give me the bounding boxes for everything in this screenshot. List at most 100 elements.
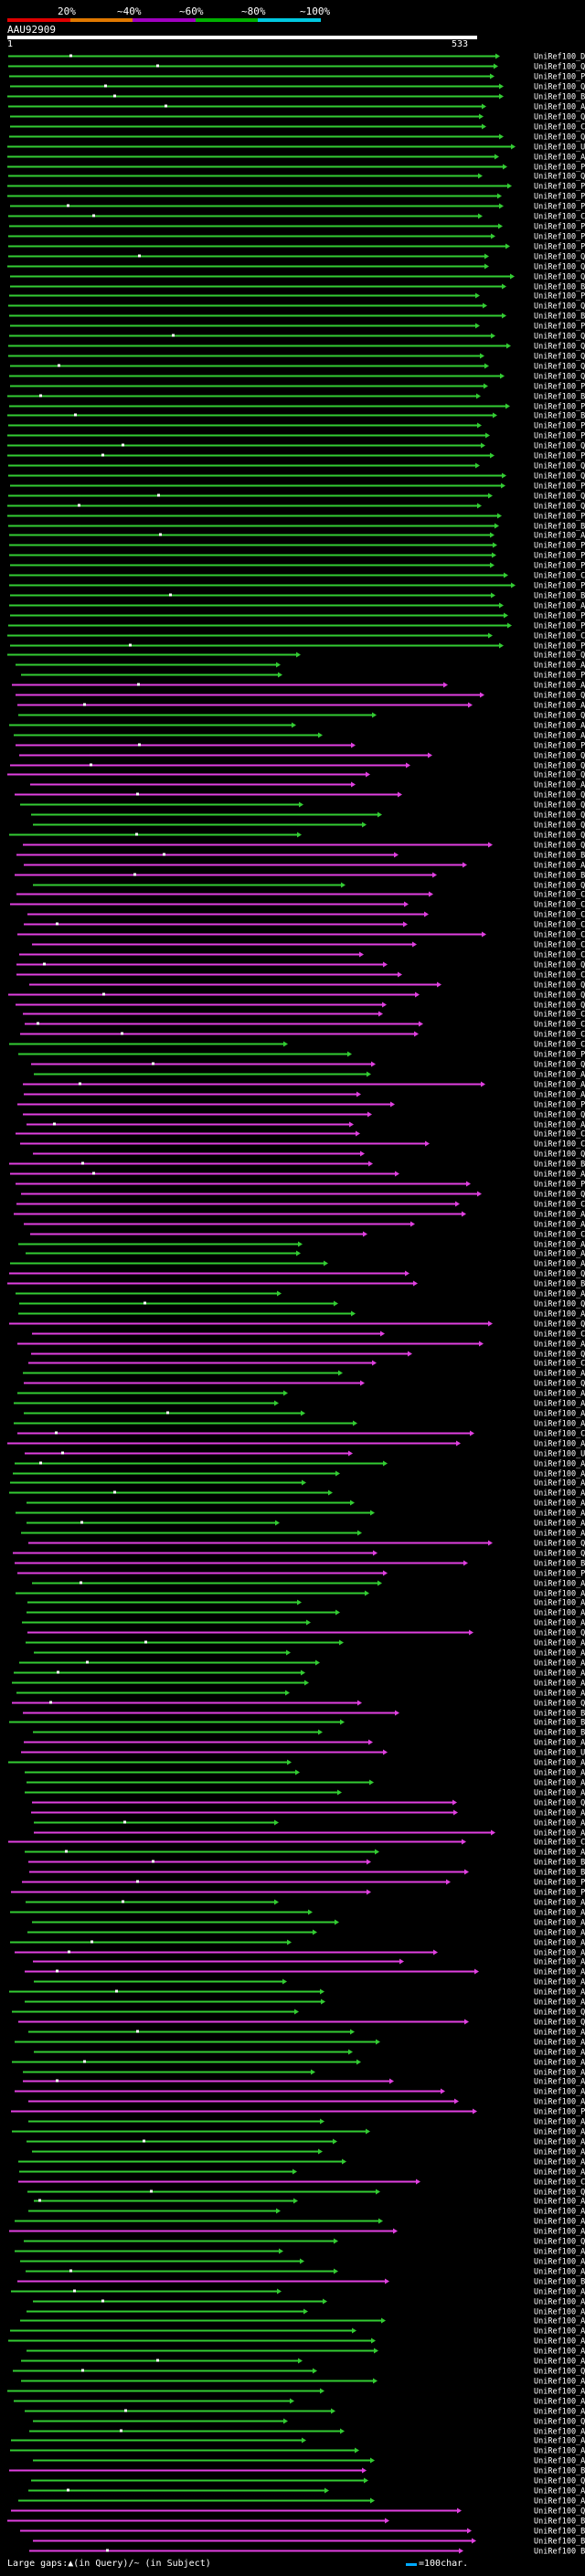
hit-label[interactable]: UniRef100_A7J2T9 bbox=[534, 1520, 585, 1529]
hit-row[interactable]: UniRef100_P06819 bbox=[17, 1570, 585, 1579]
hit-label[interactable]: UniRef100_A7J2M9 bbox=[534, 1310, 585, 1320]
hit-label[interactable]: UniRef100_P21681 bbox=[534, 292, 585, 302]
hit-label[interactable]: UniRef100_A7J2S4 bbox=[534, 1929, 585, 1938]
hit-label[interactable]: UniRef100_P27968 bbox=[534, 403, 585, 412]
hit-label[interactable]: UniRef100_A7J2Q6 bbox=[534, 2308, 585, 2317]
hit-row[interactable]: UniRef100_Q5E240 bbox=[13, 2368, 585, 2377]
hit-row[interactable]: UniRef100_B8BB60 bbox=[10, 283, 585, 292]
hit-label[interactable]: UniRef100_Q9MUE2 bbox=[534, 343, 585, 352]
hit-label[interactable]: UniRef100_A6RPD6 bbox=[534, 1958, 585, 1967]
hit-label[interactable]: UniRef100_Q8MKK9 bbox=[534, 1191, 585, 1200]
hit-label[interactable]: UniRef100_A7J2U1 bbox=[534, 1899, 585, 1908]
hit-label[interactable]: UniRef100_Q0Q967 bbox=[534, 882, 585, 891]
hit-row[interactable]: UniRef100_Q9SXR7 bbox=[9, 133, 585, 143]
hit-row[interactable]: UniRef100_Q5E246 bbox=[16, 692, 585, 701]
hit-label[interactable]: UniRef100_P27783 bbox=[534, 243, 585, 252]
hit-label[interactable]: UniRef100_A7J2U4 bbox=[534, 2258, 585, 2267]
hit-label[interactable]: UniRef100_A7J2L5 bbox=[534, 1939, 585, 1948]
hit-label[interactable]: UniRef100_A7J2Q3 bbox=[534, 1988, 585, 1998]
hit-label[interactable]: UniRef100_B5U1B2 bbox=[534, 2528, 585, 2537]
hit-row[interactable]: UniRef100_A7J2T7 bbox=[12, 1680, 585, 1689]
hit-row[interactable]: UniRef100_Q5E241 bbox=[10, 762, 585, 771]
hit-row[interactable]: UniRef100_P39867 bbox=[10, 612, 585, 621]
hit-label[interactable]: UniRef100_A7J2M3 bbox=[534, 1250, 585, 1259]
hit-row[interactable]: UniRef100_C1G0K2 bbox=[27, 911, 585, 920]
hit-row[interactable]: UniRef100_Q0QGE2 bbox=[12, 2009, 585, 2018]
hit-label[interactable]: UniRef100_C1MXK2 bbox=[534, 891, 585, 900]
hit-row[interactable]: UniRef100_A2QRQ2 bbox=[28, 2098, 585, 2107]
hit-row[interactable]: UniRef100_A7J2J4 bbox=[14, 2398, 585, 2407]
hit-label[interactable]: UniRef100_Q9SVR0 bbox=[534, 462, 585, 472]
hit-row[interactable]: UniRef100_C5Q1K8 bbox=[17, 931, 585, 940]
hit-label[interactable]: UniRef100_Q5E219 bbox=[534, 2477, 585, 2486]
hit-row[interactable]: UniRef100_A7J2S2 bbox=[27, 1121, 585, 1130]
hit-row[interactable]: UniRef100_Q8SS37 bbox=[9, 1320, 585, 1330]
hit-label[interactable]: UniRef100_A7J2N5 bbox=[534, 2298, 585, 2307]
hit-row[interactable]: UniRef100_A7J2K3 bbox=[19, 2168, 585, 2178]
hit-label[interactable]: UniRef100_C0NLJ4 bbox=[534, 1360, 585, 1369]
hit-row[interactable]: UniRef100_Q9SVR0 bbox=[8, 462, 585, 472]
hit-label[interactable]: UniRef100_C1EN0G bbox=[534, 1021, 585, 1030]
hit-row[interactable]: UniRef100_A7J2L3 bbox=[24, 1410, 585, 1419]
hit-row[interactable]: UniRef100_C4H9S2 bbox=[24, 921, 585, 930]
hit-row[interactable]: UniRef100_P17570 bbox=[10, 323, 585, 332]
hit-label[interactable]: UniRef100_A7J2P3 bbox=[534, 1370, 585, 1379]
hit-label[interactable]: UniRef100_A7J2M1 bbox=[534, 1599, 585, 1608]
hit-label[interactable]: UniRef100_A7J2L4 bbox=[534, 2358, 585, 2367]
hit-row[interactable]: UniRef100_A7J2N6 bbox=[27, 2138, 585, 2147]
hit-row[interactable]: UniRef100_Q5E247 bbox=[7, 771, 585, 780]
hit-row[interactable]: UniRef100_Q7ZVS0 bbox=[33, 1150, 585, 1160]
hit-label[interactable]: UniRef100_Q6ZMH7 bbox=[534, 83, 585, 92]
hit-label[interactable]: UniRef100_B8NG07 bbox=[534, 1710, 585, 1719]
hit-label[interactable]: UniRef100_C1E9A9 bbox=[534, 1011, 585, 1020]
hit-row[interactable]: UniRef100_A7J2V0 bbox=[11, 2288, 585, 2297]
hit-label[interactable]: UniRef100_A0AU24 bbox=[534, 1081, 585, 1090]
hit-label[interactable]: UniRef100_B5U1B6 bbox=[534, 2548, 585, 2556]
hit-label[interactable]: UniRef100_A9MLW3 bbox=[534, 732, 585, 741]
hit-label[interactable]: UniRef100_C5FNV6 bbox=[534, 1430, 585, 1439]
hit-label[interactable]: UniRef100_P11157 bbox=[534, 383, 585, 392]
hit-row[interactable]: UniRef100_A7J2V1 bbox=[9, 1489, 585, 1499]
hit-label[interactable]: UniRef100_A7J2N6 bbox=[534, 2337, 585, 2347]
hit-row[interactable]: UniRef100_A0EBH3 bbox=[17, 1341, 585, 1350]
hit-row[interactable]: UniRef100_A7J2U3 bbox=[12, 2128, 585, 2137]
hit-label[interactable]: UniRef100_Q43042 bbox=[534, 503, 585, 512]
hit-row[interactable]: UniRef100_Q9HU77 bbox=[8, 493, 585, 502]
hit-label[interactable]: UniRef100_P39866 bbox=[534, 432, 585, 441]
hit-label[interactable]: UniRef100_A7J2K9 bbox=[534, 2388, 585, 2397]
hit-row[interactable]: UniRef100_A7J2U8 bbox=[34, 1071, 585, 1080]
hit-row[interactable]: UniRef100_A7J2K1 bbox=[23, 2069, 585, 2078]
hit-label[interactable]: UniRef100_C1H928 bbox=[534, 971, 585, 981]
hit-label[interactable]: UniRef100_Q9HU77 bbox=[534, 493, 585, 502]
hit-label[interactable]: UniRef100_Q8LT13 bbox=[534, 263, 585, 272]
hit-label[interactable]: UniRef100_P27369 bbox=[534, 183, 585, 192]
hit-label[interactable]: UniRef100_A7J2V0 bbox=[534, 2288, 585, 2297]
hit-row[interactable]: UniRef100_A7J2Q4 bbox=[16, 1290, 585, 1299]
hit-row[interactable]: UniRef100_Q41288 bbox=[9, 373, 585, 382]
hit-row[interactable]: UniRef100_Q5U1V6 bbox=[27, 2189, 585, 2198]
hit-row[interactable]: UniRef100_A8S9L0 bbox=[9, 602, 585, 611]
hit-row[interactable]: UniRef100_P18233 bbox=[9, 542, 585, 551]
hit-row[interactable]: UniRef100_Q94C76 bbox=[9, 333, 585, 342]
hit-label[interactable]: UniRef100_P49102 bbox=[534, 672, 585, 681]
hit-label[interactable]: UniRef100_C5JC42 bbox=[534, 1231, 585, 1240]
hit-label[interactable]: UniRef100_UP1000... bbox=[534, 143, 585, 153]
hit-row[interactable]: UniRef100_A7J2K8 bbox=[34, 1978, 585, 1988]
hit-row[interactable]: UniRef100_A7J2P1 bbox=[23, 2078, 585, 2087]
hit-label[interactable]: UniRef100_P39868 bbox=[534, 513, 585, 522]
hit-row[interactable]: UniRef100_A7J2V5 bbox=[28, 2118, 585, 2127]
hit-row[interactable]: UniRef100_C5PJ79 bbox=[20, 1031, 585, 1040]
hit-label[interactable]: UniRef100_A7J2U9 bbox=[534, 1919, 585, 1928]
hit-row[interactable]: UniRef100_Q8U259 bbox=[23, 1111, 585, 1120]
hit-label[interactable]: UniRef100_B8BB19 bbox=[534, 592, 585, 601]
hit-label[interactable]: UniRef100_A7J2N0 bbox=[534, 2348, 585, 2357]
hit-row[interactable]: UniRef100_A7J2S1 bbox=[16, 1690, 585, 1699]
hit-row[interactable]: UniRef100_A7J2V4 bbox=[34, 2198, 585, 2207]
hit-row[interactable]: UniRef100_P11605 bbox=[7, 193, 585, 202]
hit-label[interactable]: UniRef100_A1CPM9 bbox=[534, 1968, 585, 1977]
hit-label[interactable]: UniRef100_A9P3B4 bbox=[534, 862, 585, 871]
hit-row[interactable]: UniRef100_A7J2Q6 bbox=[27, 2308, 585, 2317]
hit-label[interactable]: UniRef100_P39865 bbox=[534, 642, 585, 652]
hit-label[interactable]: UniRef100_A7J2J5 bbox=[534, 1849, 585, 1858]
hit-label[interactable]: UniRef100_B5U1E7 bbox=[534, 2518, 585, 2527]
